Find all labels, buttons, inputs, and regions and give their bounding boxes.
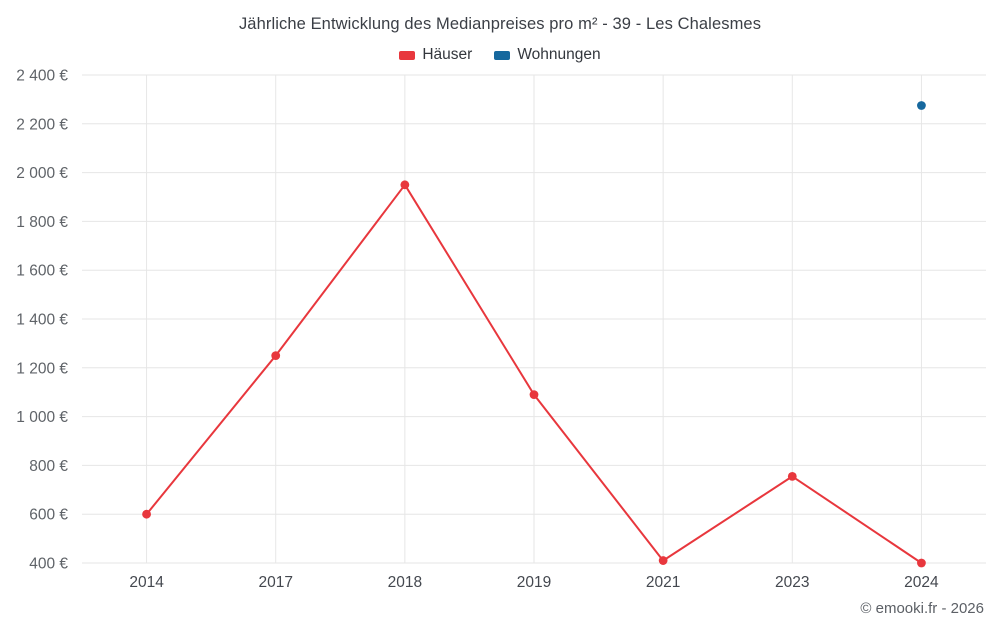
x-axis-tick-label: 2024 bbox=[904, 574, 939, 591]
x-axis-tick-label: 2017 bbox=[258, 574, 292, 591]
data-point-häuser[interactable] bbox=[400, 180, 410, 190]
chart-legend: Häuser Wohnungen bbox=[0, 46, 1000, 64]
x-axis-tick-label: 2019 bbox=[517, 574, 551, 591]
legend-label-wohnungen: Wohnungen bbox=[517, 46, 601, 63]
y-axis-tick-label: 600 € bbox=[29, 507, 68, 524]
y-axis-tick-label: 2 400 € bbox=[16, 68, 68, 85]
legend-label-haeuser: Häuser bbox=[422, 46, 473, 63]
y-axis-tick-label: 1 800 € bbox=[16, 214, 68, 231]
data-point-häuser[interactable] bbox=[917, 558, 926, 568]
data-point-häuser[interactable] bbox=[787, 471, 797, 481]
y-axis-tick-label: 800 € bbox=[29, 458, 68, 475]
y-axis-tick-label: 2 000 € bbox=[16, 165, 68, 182]
y-axis-tick-label: 1 200 € bbox=[16, 360, 68, 377]
wohnungen-swatch-icon bbox=[494, 50, 511, 60]
y-axis-tick-label: 2 200 € bbox=[16, 116, 68, 133]
legend-item-haeuser[interactable]: Häuser bbox=[399, 46, 472, 64]
chart-title: Jährliche Entwicklung des Medianpreises … bbox=[238, 15, 762, 33]
legend-item-wohnungen[interactable]: Wohnungen bbox=[494, 46, 601, 64]
y-axis-tick-label: 1 400 € bbox=[16, 312, 68, 329]
data-point-häuser[interactable] bbox=[529, 390, 539, 400]
x-axis-tick-label: 2023 bbox=[775, 574, 809, 591]
y-axis-tick-label: 1 600 € bbox=[16, 263, 68, 280]
data-point-häuser[interactable] bbox=[271, 351, 281, 360]
data-point-häuser[interactable] bbox=[142, 509, 151, 519]
data-point-häuser[interactable] bbox=[658, 556, 668, 565]
data-point-wohnungen[interactable] bbox=[917, 101, 926, 110]
y-axis-tick-label: 400 € bbox=[29, 556, 68, 573]
x-axis-tick-label: 2018 bbox=[388, 574, 422, 591]
copyright-credit: © emooki.fr - 2026 bbox=[860, 600, 984, 617]
x-axis-tick-label: 2014 bbox=[129, 574, 164, 591]
haeuser-swatch-icon bbox=[399, 50, 416, 60]
x-axis-tick-label: 2021 bbox=[646, 574, 680, 591]
y-axis-tick-label: 1 000 € bbox=[16, 409, 68, 426]
